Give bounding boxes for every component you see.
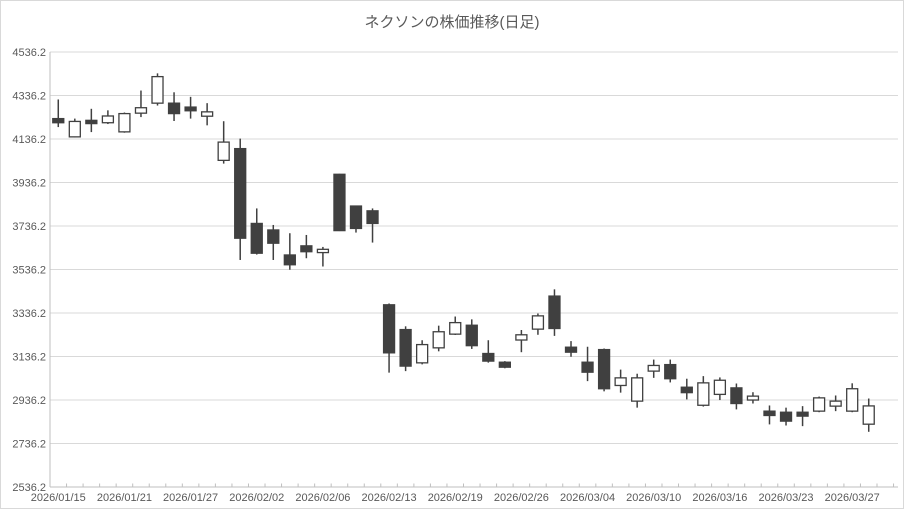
candle-body-up [151,75,164,104]
y-axis-tick-label: 3336.2 [12,308,46,320]
candle-body-down [267,229,280,244]
candle-body-down [366,210,379,225]
candle-body-down [300,245,313,253]
candle-body-down [779,411,793,422]
x-axis-tick-label: 2026/01/15 [31,492,86,504]
y-axis-tick-label: 3536.2 [12,265,46,277]
y-axis-tick-label: 2736.2 [12,439,46,451]
candle-body-up [531,315,545,330]
x-axis-tick-label: 2026/03/23 [758,492,813,504]
candle-body-down [167,102,181,115]
candle-body-down [763,410,776,417]
x-axis-tick-label: 2026/02/02 [229,492,284,504]
y-axis-tick-label: 4536.2 [12,47,46,59]
x-axis-tick-label: 2026/02/19 [428,492,483,504]
candle-body-down [548,295,561,330]
candle-body-up [316,248,330,254]
x-axis-tick-label: 2026/02/13 [362,492,417,504]
candle-body-up [746,395,760,401]
candle-body-up [68,120,81,138]
candle-body-down [796,411,809,417]
x-axis-tick-label: 2026/01/21 [97,492,152,504]
y-axis-tick-label: 2536.2 [12,482,46,494]
x-axis-tick-label: 2026/03/16 [692,492,747,504]
candle-body-down [664,363,677,380]
y-axis-tick-label: 2936.2 [12,395,46,407]
x-axis-tick-label: 2026/02/26 [494,492,549,504]
candle-body-up [862,405,875,425]
x-axis-tick-label: 2026/03/10 [626,492,681,504]
chart-title: ネクソンの株価推移(日足) [365,14,540,31]
candle-body-down [564,346,578,353]
candle-body-up [449,321,462,335]
candle-body-down [85,119,98,125]
candle-body-down [498,361,512,368]
candle-body-down [680,386,693,394]
candle-body-up [829,400,842,407]
y-axis-tick-label: 3936.2 [12,178,46,190]
candle-body-down [382,304,396,354]
candle-body-up [697,382,710,406]
x-axis-tick-label: 2026/03/27 [825,492,880,504]
x-axis-tick-label: 2026/01/27 [163,492,218,504]
candle-body-up [713,379,727,396]
candle-body-down [333,173,346,232]
y-axis-tick-label: 3736.2 [12,221,46,233]
candle-body-up [515,334,528,341]
candle-body-up [647,364,660,372]
candle-body-down [465,324,478,347]
candle-body-down [597,348,611,390]
y-axis-tick-label: 4136.2 [12,134,46,146]
candle-body-down [482,352,495,362]
candle-body-up [134,107,148,114]
candle-body-up [812,397,826,412]
candle-body-up [200,111,214,117]
candle-body-down [52,117,65,124]
candle-body-up [614,377,627,387]
candle-body-down [184,106,197,112]
candle-body-down [399,328,412,367]
candle-body-down [581,361,594,373]
candle-body-up [217,141,230,162]
y-axis-tick-label: 4336.2 [12,91,46,103]
candle-body-up [631,377,644,402]
candle-body-up [118,112,131,133]
candle-body-up [415,343,429,364]
x-axis-tick-label: 2026/03/04 [560,492,615,504]
candle-body-down [234,147,247,239]
candle-body-up [432,331,445,349]
y-axis-tick-label: 3136.2 [12,352,46,364]
candle-body-down [250,222,263,254]
candle-body-down [283,254,296,266]
candle-body-up [846,388,859,412]
x-axis-tick-label: 2026/02/06 [295,492,350,504]
candle-body-up [101,115,115,124]
candle-body-down [349,205,363,230]
candle-body-down [730,387,743,405]
